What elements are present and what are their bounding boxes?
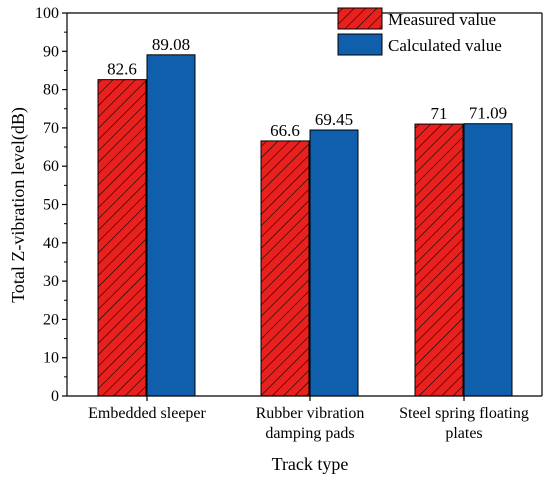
x-tick-label: plates: [445, 425, 482, 442]
axes-group: [66, 12, 543, 397]
y-tick-label: 10: [43, 350, 59, 367]
legend-label: Calculated value: [388, 36, 502, 55]
y-tick-label: 40: [43, 235, 59, 252]
legend-swatch: [337, 33, 383, 56]
bar-calculated-value: [146, 54, 196, 397]
x-axis-title: Track type: [272, 454, 349, 474]
bars-group: [97, 54, 513, 397]
bar-data-label: 82.6: [107, 60, 137, 79]
y-tick-label: 100: [35, 5, 59, 22]
legend-swatch: [337, 7, 383, 30]
bar-data-label: 71: [431, 104, 448, 123]
bar-data-label: 71.09: [469, 104, 507, 123]
x-tick-label: Rubber vibration: [256, 405, 365, 422]
bar-calculated-value: [309, 129, 359, 397]
bar-measured-value: [97, 79, 147, 397]
x-tick-label: damping pads: [265, 425, 354, 442]
bar-data-label: 89.08: [152, 35, 190, 54]
bar-data-label: 69.45: [315, 110, 353, 129]
x-ticks-group: Embedded sleeper Rubber vibration damping …: [88, 396, 529, 442]
bar-calculated-value: [463, 123, 513, 397]
x-tick-label: Steel spring floating: [399, 405, 529, 422]
legend: Measured value Calculated value: [337, 7, 502, 56]
y-axis-title: Total Z-vibration level(dB): [8, 107, 29, 303]
legend-label: Measured value: [388, 10, 496, 29]
y-tick-label: 50: [43, 197, 59, 214]
data-labels-group: 82.6 89.08 66.6 69.45 71 71.09: [107, 35, 507, 140]
bar-measured-value: [260, 140, 310, 397]
y-tick-label: 20: [43, 311, 59, 328]
y-tick-label: 70: [43, 120, 59, 137]
y-tick-label: 90: [43, 43, 59, 60]
y-tick-label: 80: [43, 82, 59, 99]
bar-data-label: 66.6: [270, 121, 300, 140]
y-tick-label: 0: [51, 388, 59, 405]
x-tick-label: Embedded sleeper: [88, 405, 206, 422]
y-tick-label: 30: [43, 273, 59, 290]
y-ticks-group: 0 10 20 30 40 50 60 70 80 90 100: [35, 5, 67, 405]
y-tick-label: 60: [43, 158, 59, 175]
bar-measured-value: [414, 123, 464, 397]
